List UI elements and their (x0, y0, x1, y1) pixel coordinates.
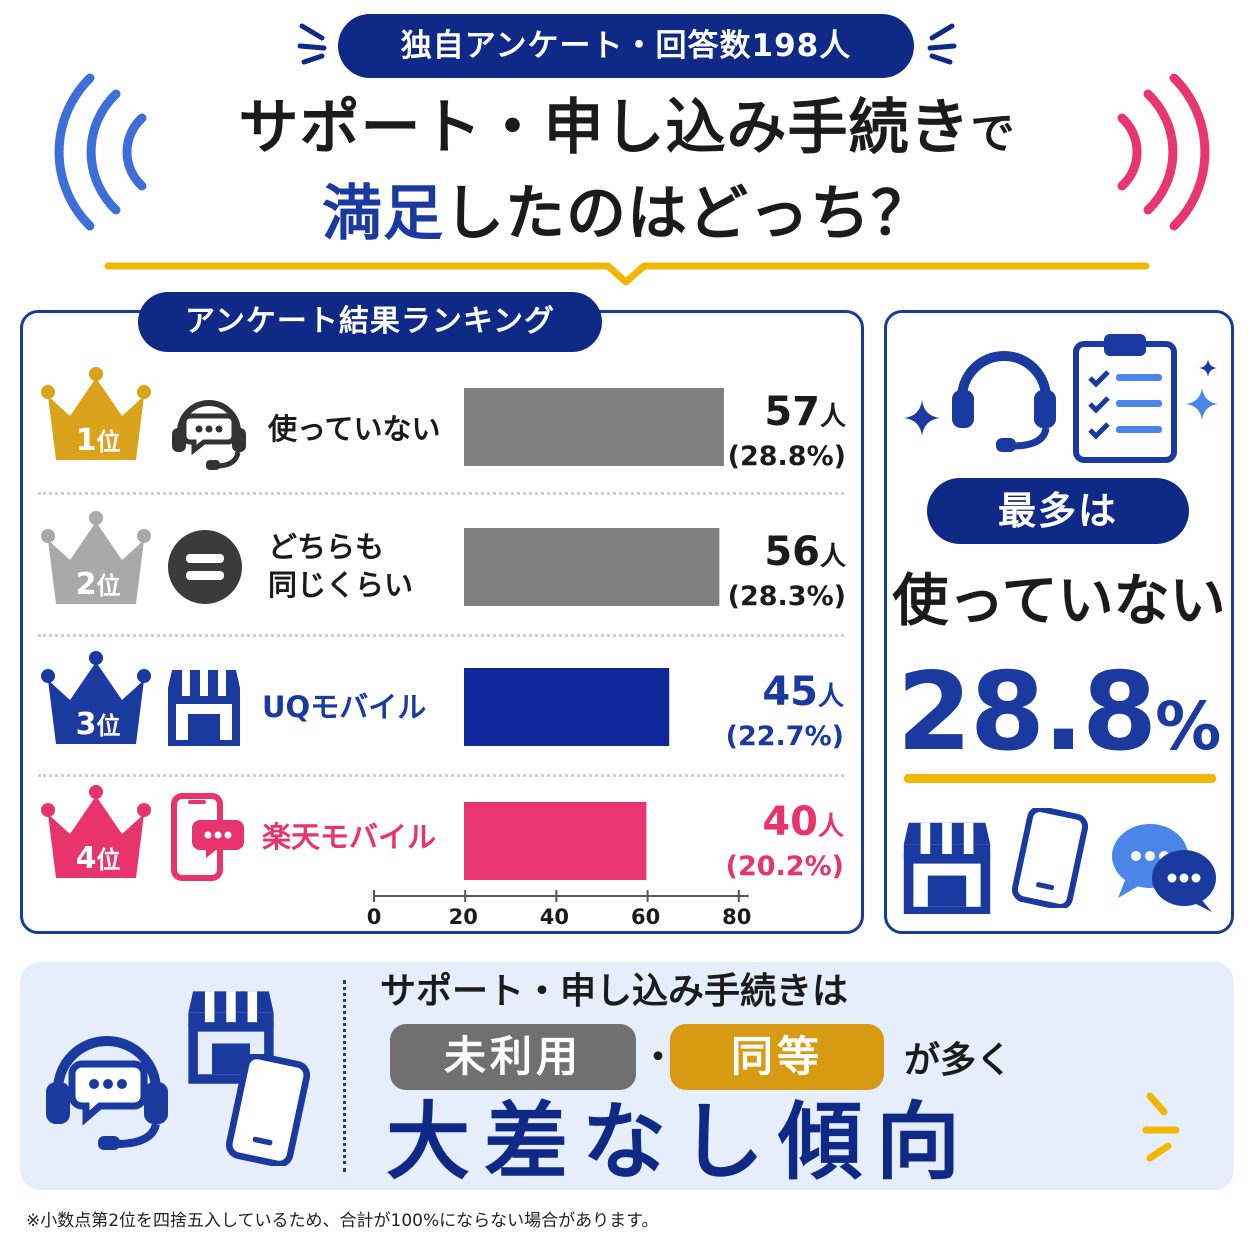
row-separator (38, 492, 844, 495)
value-percent: (22.7%) (725, 721, 844, 752)
title-highlight: 満足 (322, 179, 444, 249)
value-number: 45 (762, 669, 818, 715)
crown-rank-1-num: 1 (76, 423, 97, 458)
crown-rank-3-num: 3 (76, 707, 97, 742)
row-value-4: 40人 (20.2%) (716, 802, 844, 884)
right-signal-waves-icon (1117, 73, 1210, 231)
ranking-tab: アンケート結果ランキング (138, 292, 602, 352)
crown-rank-4-suffix: 位 (96, 846, 120, 874)
bar-2 (464, 528, 720, 606)
smartphone-icon (226, 1054, 310, 1166)
headset-icon (952, 351, 1056, 452)
bar-1 (464, 388, 724, 466)
bar-chart: 0 20 40 60 80 （人） (367, 388, 760, 929)
crown-rank-2-shape (48, 522, 144, 604)
row-value-3: 45人 (22.7%) (716, 672, 844, 754)
crown-rank-2-num: 2 (76, 567, 97, 602)
crown-rank-2-icon: 2位 (41, 511, 151, 604)
x-axis-tick-label: 20 (449, 905, 478, 929)
equal-icon (168, 530, 242, 604)
store-icon (903, 822, 991, 914)
svg-text:3位: 3位 (76, 707, 121, 742)
value-unit: 人 (819, 402, 846, 432)
tag-equal: 同等 (670, 1024, 884, 1090)
summary-underline (904, 774, 1216, 783)
row-value-2: 56人 (28.3%) (720, 532, 846, 614)
summary-item: 使っていない (892, 569, 1226, 634)
row-label-3: UQモバイル (262, 690, 427, 724)
svg-text:1位: 1位 (76, 423, 121, 458)
left-spark-lines-icon (297, 23, 327, 65)
value-unit: 人 (819, 542, 846, 572)
summary-value: 28.8% (890, 648, 1228, 809)
value-number: 57 (764, 389, 820, 435)
footnote: ※小数点第2位を四捨五入しているため、合計が100%にならない場合があります。 (26, 1211, 659, 1231)
svg-text:2位: 2位 (76, 567, 121, 602)
headset-chat-icon (172, 400, 246, 470)
value-percent: (28.8%) (727, 441, 846, 472)
sparkle-icon (1185, 387, 1219, 421)
row-label-4: 楽天モバイル (262, 820, 437, 854)
row-separator (38, 634, 844, 637)
survey-count-badge: 独自アンケート・回答数198人 (338, 14, 914, 78)
tag-unused: 未利用 (390, 1024, 636, 1090)
svg-text:4位: 4位 (76, 841, 121, 876)
crown-rank-4-icon: 4位 (41, 785, 151, 878)
crown-rank-1-icon: 1位 (41, 367, 151, 460)
crown-rank-4-num: 4 (76, 841, 97, 876)
headset-chat-icon (46, 1036, 168, 1150)
tag-suffix: が多く (904, 1040, 1013, 1081)
title-rest: したのはどっち？ (444, 179, 932, 249)
summary-unit: % (1155, 688, 1222, 765)
value-number: 56 (764, 529, 820, 575)
x-axis-unit-label: （人） (757, 903, 760, 927)
row-label-2-line1: どちらも (268, 530, 385, 564)
row-label-1: 使っていない (268, 412, 441, 446)
value-percent: (20.2%) (725, 851, 844, 882)
value-number: 40 (762, 799, 818, 845)
crown-rank-2-suffix: 位 (96, 572, 120, 600)
value-unit: 人 (817, 682, 844, 712)
right-spark-lines-icon (927, 23, 957, 65)
phone-chat-icon (171, 793, 244, 881)
emphasis-lines-icon (1142, 1092, 1180, 1162)
page-title-line1: サポート・申し込み手続きで (60, 86, 1194, 176)
crown-rank-3-icon: 3位 (41, 651, 151, 744)
conclusion-line1: サポート・申し込み手続きは (380, 971, 849, 1012)
crown-rank-1-suffix: 位 (96, 428, 120, 456)
x-axis-tick-label: 40 (540, 905, 569, 929)
row-separator (38, 774, 844, 777)
x-axis-tick-label: 80 (722, 905, 751, 929)
conclusion-divider (343, 980, 346, 1172)
chat-bubbles-icon (1112, 824, 1216, 912)
store-icon (188, 991, 274, 1084)
title-main: サポート・申し込み手続き (238, 93, 971, 163)
value-percent: (28.3%) (727, 581, 846, 612)
smartphone-icon (1012, 808, 1088, 908)
clipboard-checklist-icon (1073, 334, 1177, 463)
title-suffix: で (970, 108, 1016, 159)
value-unit: 人 (817, 812, 844, 842)
x-axis-tick-label: 60 (631, 905, 660, 929)
crown-rank-3-shape (48, 662, 144, 744)
title-underline (104, 262, 1150, 286)
sparkle-icon (1199, 359, 1217, 377)
store-icon (168, 670, 240, 746)
x-axis-tick-label: 0 (367, 905, 382, 929)
row-label-2-line2: 同じくらい (268, 568, 414, 602)
sparkle-icon (904, 400, 940, 436)
left-signal-waves-icon (54, 73, 147, 231)
bar-4 (464, 802, 647, 880)
crown-rank-1-shape (48, 378, 144, 460)
row-value-1: 57人 (28.8%) (720, 392, 846, 474)
crown-rank-4-shape (48, 796, 144, 878)
summary-number: 28.8 (896, 650, 1157, 775)
page-title-line2: 満足したのはどっち？ (60, 170, 1194, 258)
conclusion-headline: 大差なし傾向 (386, 1093, 975, 1191)
bar-3 (464, 668, 670, 746)
crown-rank-3-suffix: 位 (96, 712, 120, 740)
summary-pill: 最多は (927, 478, 1189, 544)
